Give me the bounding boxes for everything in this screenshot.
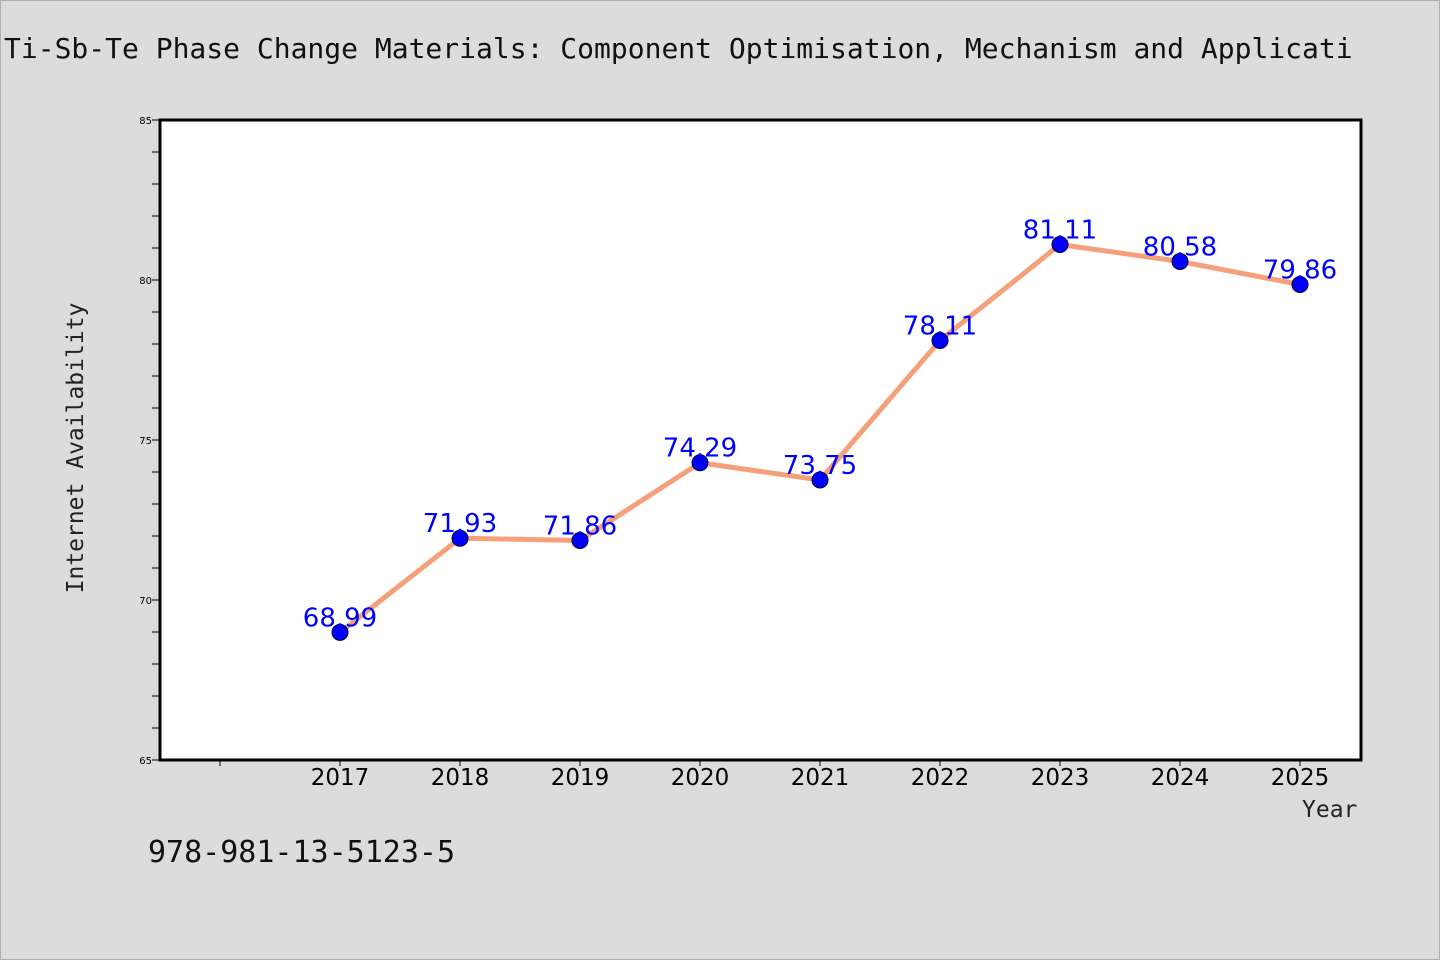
data-label: 71.86 <box>543 511 617 541</box>
x-tick-label: 2024 <box>1151 765 1210 791</box>
x-tick-label: 2021 <box>791 765 850 791</box>
data-label: 81.11 <box>1023 215 1097 245</box>
data-label: 68.99 <box>303 603 377 633</box>
x-tick-label: 2025 <box>1271 765 1330 791</box>
x-tick-label: 2019 <box>551 765 610 791</box>
isbn-footnote: 978-981-13-5123-5 <box>148 835 456 870</box>
data-label: 71.93 <box>423 509 497 539</box>
y-tick-label: 65 <box>139 756 152 767</box>
x-axis-label: Year <box>1302 797 1358 823</box>
y-tick-label: 85 <box>139 116 152 127</box>
data-label: 79.86 <box>1263 255 1337 285</box>
x-tick-label: 2023 <box>1031 765 1090 791</box>
data-point <box>691 454 709 472</box>
data-point <box>1171 252 1189 270</box>
x-tick-label: 2020 <box>671 765 730 791</box>
data-point <box>931 331 949 349</box>
data-point <box>1051 235 1069 253</box>
data-point <box>1291 275 1309 293</box>
y-tick-label: 75 <box>139 436 152 447</box>
y-tick-label: 70 <box>139 596 152 607</box>
y-tick-label: 80 <box>139 276 152 287</box>
data-point <box>331 623 349 641</box>
x-tick-label: 2018 <box>431 765 490 791</box>
plot-area <box>158 118 1363 762</box>
data-label: 80.58 <box>1143 232 1217 262</box>
data-label: 78.11 <box>903 311 977 341</box>
chart-title: Ti-Sb-Te Phase Change Materials: Compone… <box>4 32 1353 65</box>
data-label: 73.75 <box>783 451 857 481</box>
x-tick-label: 2017 <box>311 765 370 791</box>
data-point <box>811 471 829 489</box>
x-tick-label: 2022 <box>911 765 970 791</box>
data-point <box>571 531 589 549</box>
data-point <box>451 529 469 547</box>
data-label: 74.29 <box>663 434 737 464</box>
